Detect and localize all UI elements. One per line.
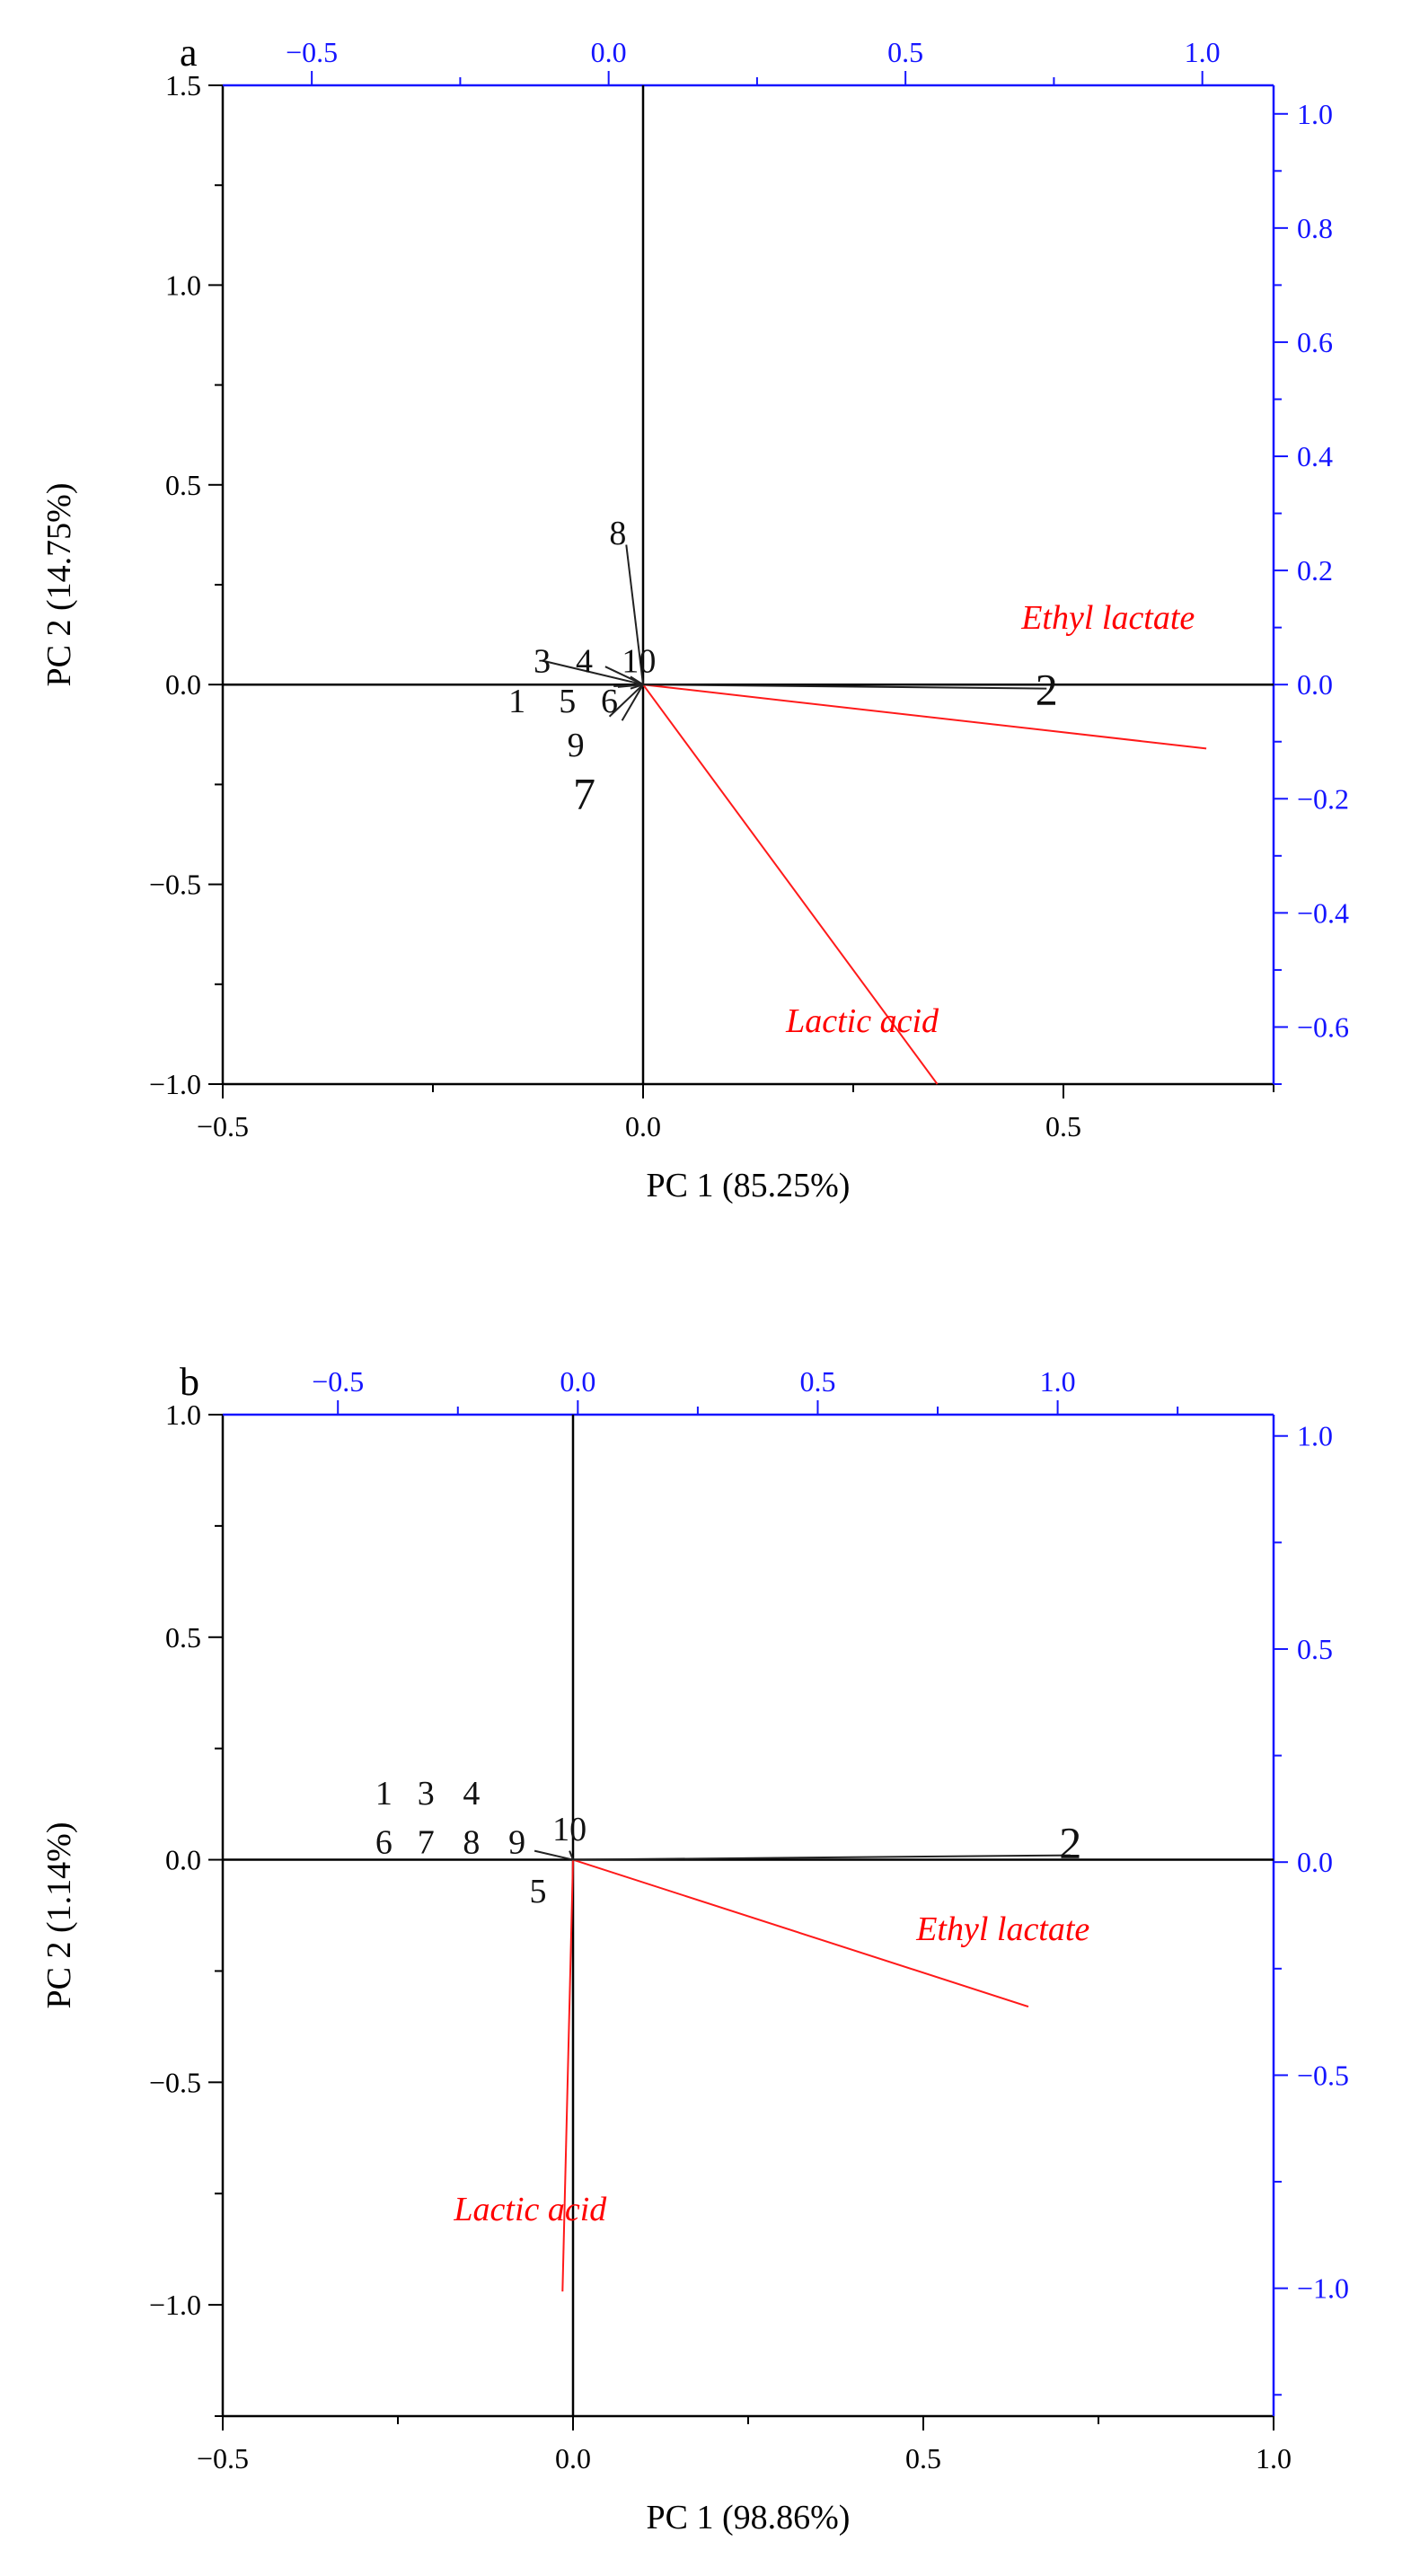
- y-tick-label: 1.5: [165, 69, 201, 101]
- sample-label: 5: [559, 683, 576, 720]
- sample-label: 3: [534, 643, 551, 681]
- right-tick-label: 0.6: [1297, 326, 1333, 358]
- right-tick-label: 0.0: [1297, 1846, 1333, 1878]
- x-tick-label: 0.5: [1045, 1110, 1081, 1142]
- x-axis-title: PC 1 (98.86%): [647, 2499, 851, 2536]
- top-tick-label: 0.0: [591, 36, 627, 68]
- y-tick-label: 0.5: [165, 469, 201, 501]
- sample-label: 7: [418, 1824, 435, 1862]
- y-tick-label: −1.0: [149, 2289, 201, 2321]
- score-line: [630, 684, 644, 690]
- sample-label: 9: [568, 727, 585, 764]
- score-line: [642, 684, 1047, 690]
- y-tick-label: −1.0: [149, 1068, 201, 1100]
- loading-label: Lactic acid: [785, 1002, 939, 1040]
- panel-a: a −0.5 0.0 0.5 −1.0 −0.5 0.0 0.5 1.0 1.5 −0.5 0.0 0.…: [40, 31, 1349, 1204]
- y-axis-title: PC 2 (14.75%): [40, 483, 78, 687]
- y-tick-label: 0.0: [165, 668, 201, 701]
- sample-label: 1: [375, 1775, 392, 1813]
- x-tick-label: −0.5: [197, 2442, 249, 2475]
- loading-vector: [572, 1858, 1029, 2008]
- x-tick-label: 1.0: [1256, 2442, 1292, 2475]
- right-tick-label: 1.0: [1297, 1420, 1333, 1452]
- score-line: [630, 675, 644, 686]
- y-tick-label: 0.5: [165, 1621, 201, 1654]
- right-tick-label: −0.2: [1297, 782, 1349, 815]
- sample-label: 6: [601, 683, 618, 720]
- right-tick-label: −0.4: [1297, 896, 1349, 929]
- y-tick-label: 1.0: [165, 269, 201, 301]
- right-tick-label: 0.5: [1297, 1633, 1333, 1665]
- right-tick-label: 0.2: [1297, 554, 1333, 587]
- y-tick-label: 0.0: [165, 1844, 201, 1876]
- sample-label: 10: [622, 643, 656, 681]
- sample-label: 8: [609, 515, 626, 552]
- sample-label: 5: [530, 1873, 547, 1910]
- sample-label: 3: [418, 1775, 435, 1813]
- loading-label: Ethyl lactate: [1020, 599, 1195, 637]
- y-tick-label: −0.5: [149, 869, 201, 901]
- score-line: [621, 684, 644, 721]
- sample-label: 4: [463, 1775, 480, 1813]
- top-tick-label: 1.0: [1185, 36, 1221, 68]
- sample-label: 2: [1036, 665, 1058, 715]
- right-tick-label: 0.8: [1297, 212, 1333, 244]
- loading-vector: [561, 1859, 574, 2292]
- right-tick-label: 0.0: [1297, 668, 1333, 701]
- panel-b: b −0.5 0.0 0.5 1.0 −1.0 −0.5 0.0 0.5 1.0 −0.5 0.0 0.…: [40, 1360, 1349, 2536]
- right-tick-label: −0.5: [1297, 2059, 1349, 2091]
- sample-label: 9: [508, 1824, 525, 1862]
- loading-vector: [642, 684, 939, 1085]
- sample-label: 4: [576, 643, 593, 681]
- panel-label: b: [180, 1360, 199, 1404]
- top-tick-label: 1.0: [1040, 1365, 1076, 1398]
- x-axis-title: PC 1 (85.25%): [647, 1167, 851, 1204]
- score-line: [608, 684, 644, 718]
- x-tick-label: 0.0: [555, 2442, 591, 2475]
- y-tick-label: 1.0: [165, 1398, 201, 1431]
- y-axis-title: PC 2 (1.14%): [40, 1822, 78, 2009]
- score-line: [569, 1850, 574, 1860]
- top-tick-label: 0.5: [799, 1365, 835, 1398]
- top-tick-label: 0.0: [560, 1365, 595, 1398]
- sample-label: 2: [1059, 1818, 1081, 1868]
- top-tick-label: 0.5: [887, 36, 923, 68]
- sample-label: 6: [375, 1824, 392, 1862]
- sample-label: 10: [552, 1811, 586, 1848]
- top-tick-label: −0.5: [312, 1365, 364, 1398]
- panel-label: a: [180, 31, 198, 75]
- x-tick-label: −0.5: [197, 1110, 249, 1142]
- score-line: [534, 1849, 574, 1861]
- right-tick-label: −0.6: [1297, 1010, 1349, 1043]
- loading-label: Lactic acid: [453, 2191, 607, 2228]
- score-line: [542, 659, 644, 686]
- right-tick-label: 1.0: [1297, 98, 1333, 130]
- sample-label: 1: [508, 683, 525, 720]
- sample-label: 8: [463, 1824, 480, 1862]
- x-tick-label: 0.0: [625, 1110, 661, 1142]
- sample-label: 7: [573, 768, 595, 818]
- top-tick-label: −0.5: [286, 36, 338, 68]
- score-line: [572, 1854, 1071, 1861]
- loading-label: Ethyl lactate: [915, 1910, 1089, 1948]
- y-tick-label: −0.5: [149, 2066, 201, 2098]
- loading-vector: [642, 684, 1207, 750]
- right-tick-label: 0.4: [1297, 440, 1333, 472]
- right-tick-label: −1.0: [1297, 2272, 1349, 2305]
- score-line: [625, 544, 644, 685]
- x-tick-label: 0.5: [905, 2442, 941, 2475]
